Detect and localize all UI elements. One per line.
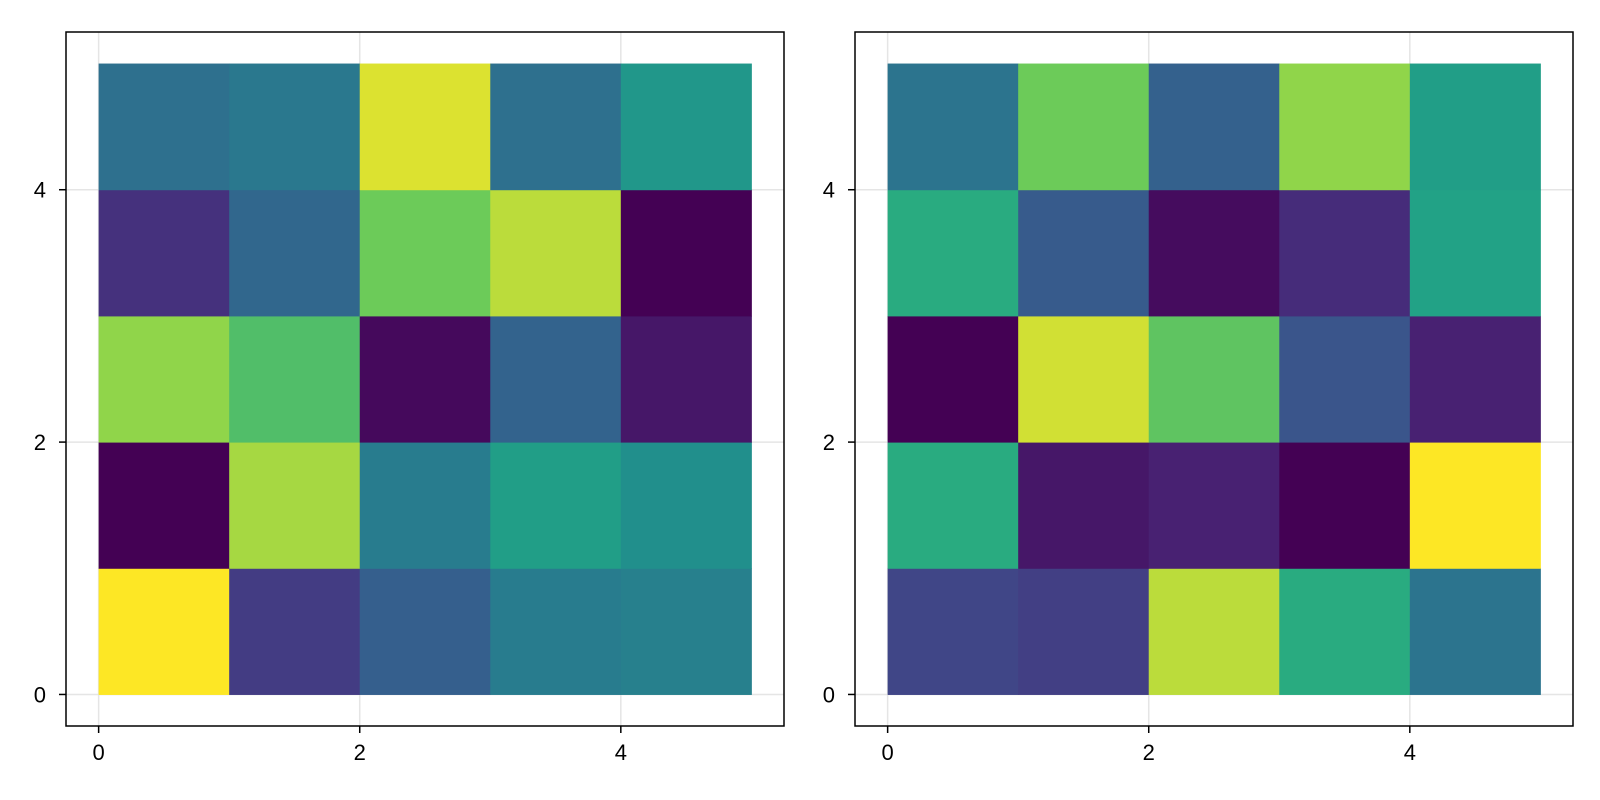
heatmap-cell [359,568,491,695]
heatmap-cell [887,63,1019,191]
heatmap-cell [98,189,230,317]
heatmap-cell [1018,568,1150,695]
heatmap-cell [1279,568,1411,695]
heatmap-cell [490,189,622,317]
heatmap-cell [1018,315,1150,443]
heatmap-cell [359,442,491,569]
heatmap-cell [98,442,230,569]
heatmap-cell [1279,442,1411,569]
heatmap-cell [887,315,1019,443]
x-tick-label: 2 [1143,740,1155,765]
axes-frame [854,31,1574,727]
heatmap-cell [1409,189,1541,317]
heatmap-cell [620,189,752,317]
x-tick-label: 4 [1404,740,1416,765]
heatmap-cell [98,63,230,191]
heatmap-cell [887,568,1019,695]
heatmap-cell [1148,442,1280,569]
x-tick-label: 4 [615,740,627,765]
heatmap-cell [1409,442,1541,569]
heatmap-cell [887,189,1019,317]
heatmap-cell [1409,568,1541,695]
y-tick-label: 4 [823,178,835,203]
heatmap-cell [620,63,752,191]
heatmap-cell [1148,189,1280,317]
heatmap-cell [359,63,491,191]
x-tick-label: 0 [882,740,894,765]
heatmap-cell [490,63,622,191]
heatmap-left: 0 2 4 0 2 4 [34,31,785,765]
heatmap-cell [1409,63,1541,191]
heatmap-cell [887,442,1019,569]
heatmap-cell [490,568,622,695]
heatmap-cell [490,315,622,443]
y-tick-label: 2 [34,430,46,455]
y-tick-label: 4 [34,178,46,203]
heatmap-cell [229,63,361,191]
y-tick-label: 0 [34,682,46,707]
heatmap-right: 0 2 4 0 2 4 [823,31,1574,765]
heatmap-cell [1279,189,1411,317]
heatmap-cell [1018,63,1150,191]
heatmap-cell [229,442,361,569]
y-tick-label: 2 [823,430,835,455]
heatmap-cell [1148,63,1280,191]
heatmap-cell [1148,315,1280,443]
x-tick-label: 2 [354,740,366,765]
heatmap-cell [229,568,361,695]
heatmap-cell [620,315,752,443]
heatmap-cell [1409,315,1541,443]
axes-frame [65,31,785,727]
heatmap-cell [359,189,491,317]
heatmap-cell [359,315,491,443]
heatmap-cell [98,568,230,695]
heatmap-cell [620,442,752,569]
heatmap-cell [620,568,752,695]
heatmap-cell [490,442,622,569]
heatmap-cell [1148,568,1280,695]
heatmap-cell [229,189,361,317]
heatmap-cell [1279,315,1411,443]
heatmap-cell [1279,63,1411,191]
x-tick-label: 0 [93,740,105,765]
heatmap-cell [229,315,361,443]
y-tick-label: 0 [823,682,835,707]
heatmap-cell [1018,442,1150,569]
heatmap-cell [1018,189,1150,317]
heatmap-cell [98,315,230,443]
